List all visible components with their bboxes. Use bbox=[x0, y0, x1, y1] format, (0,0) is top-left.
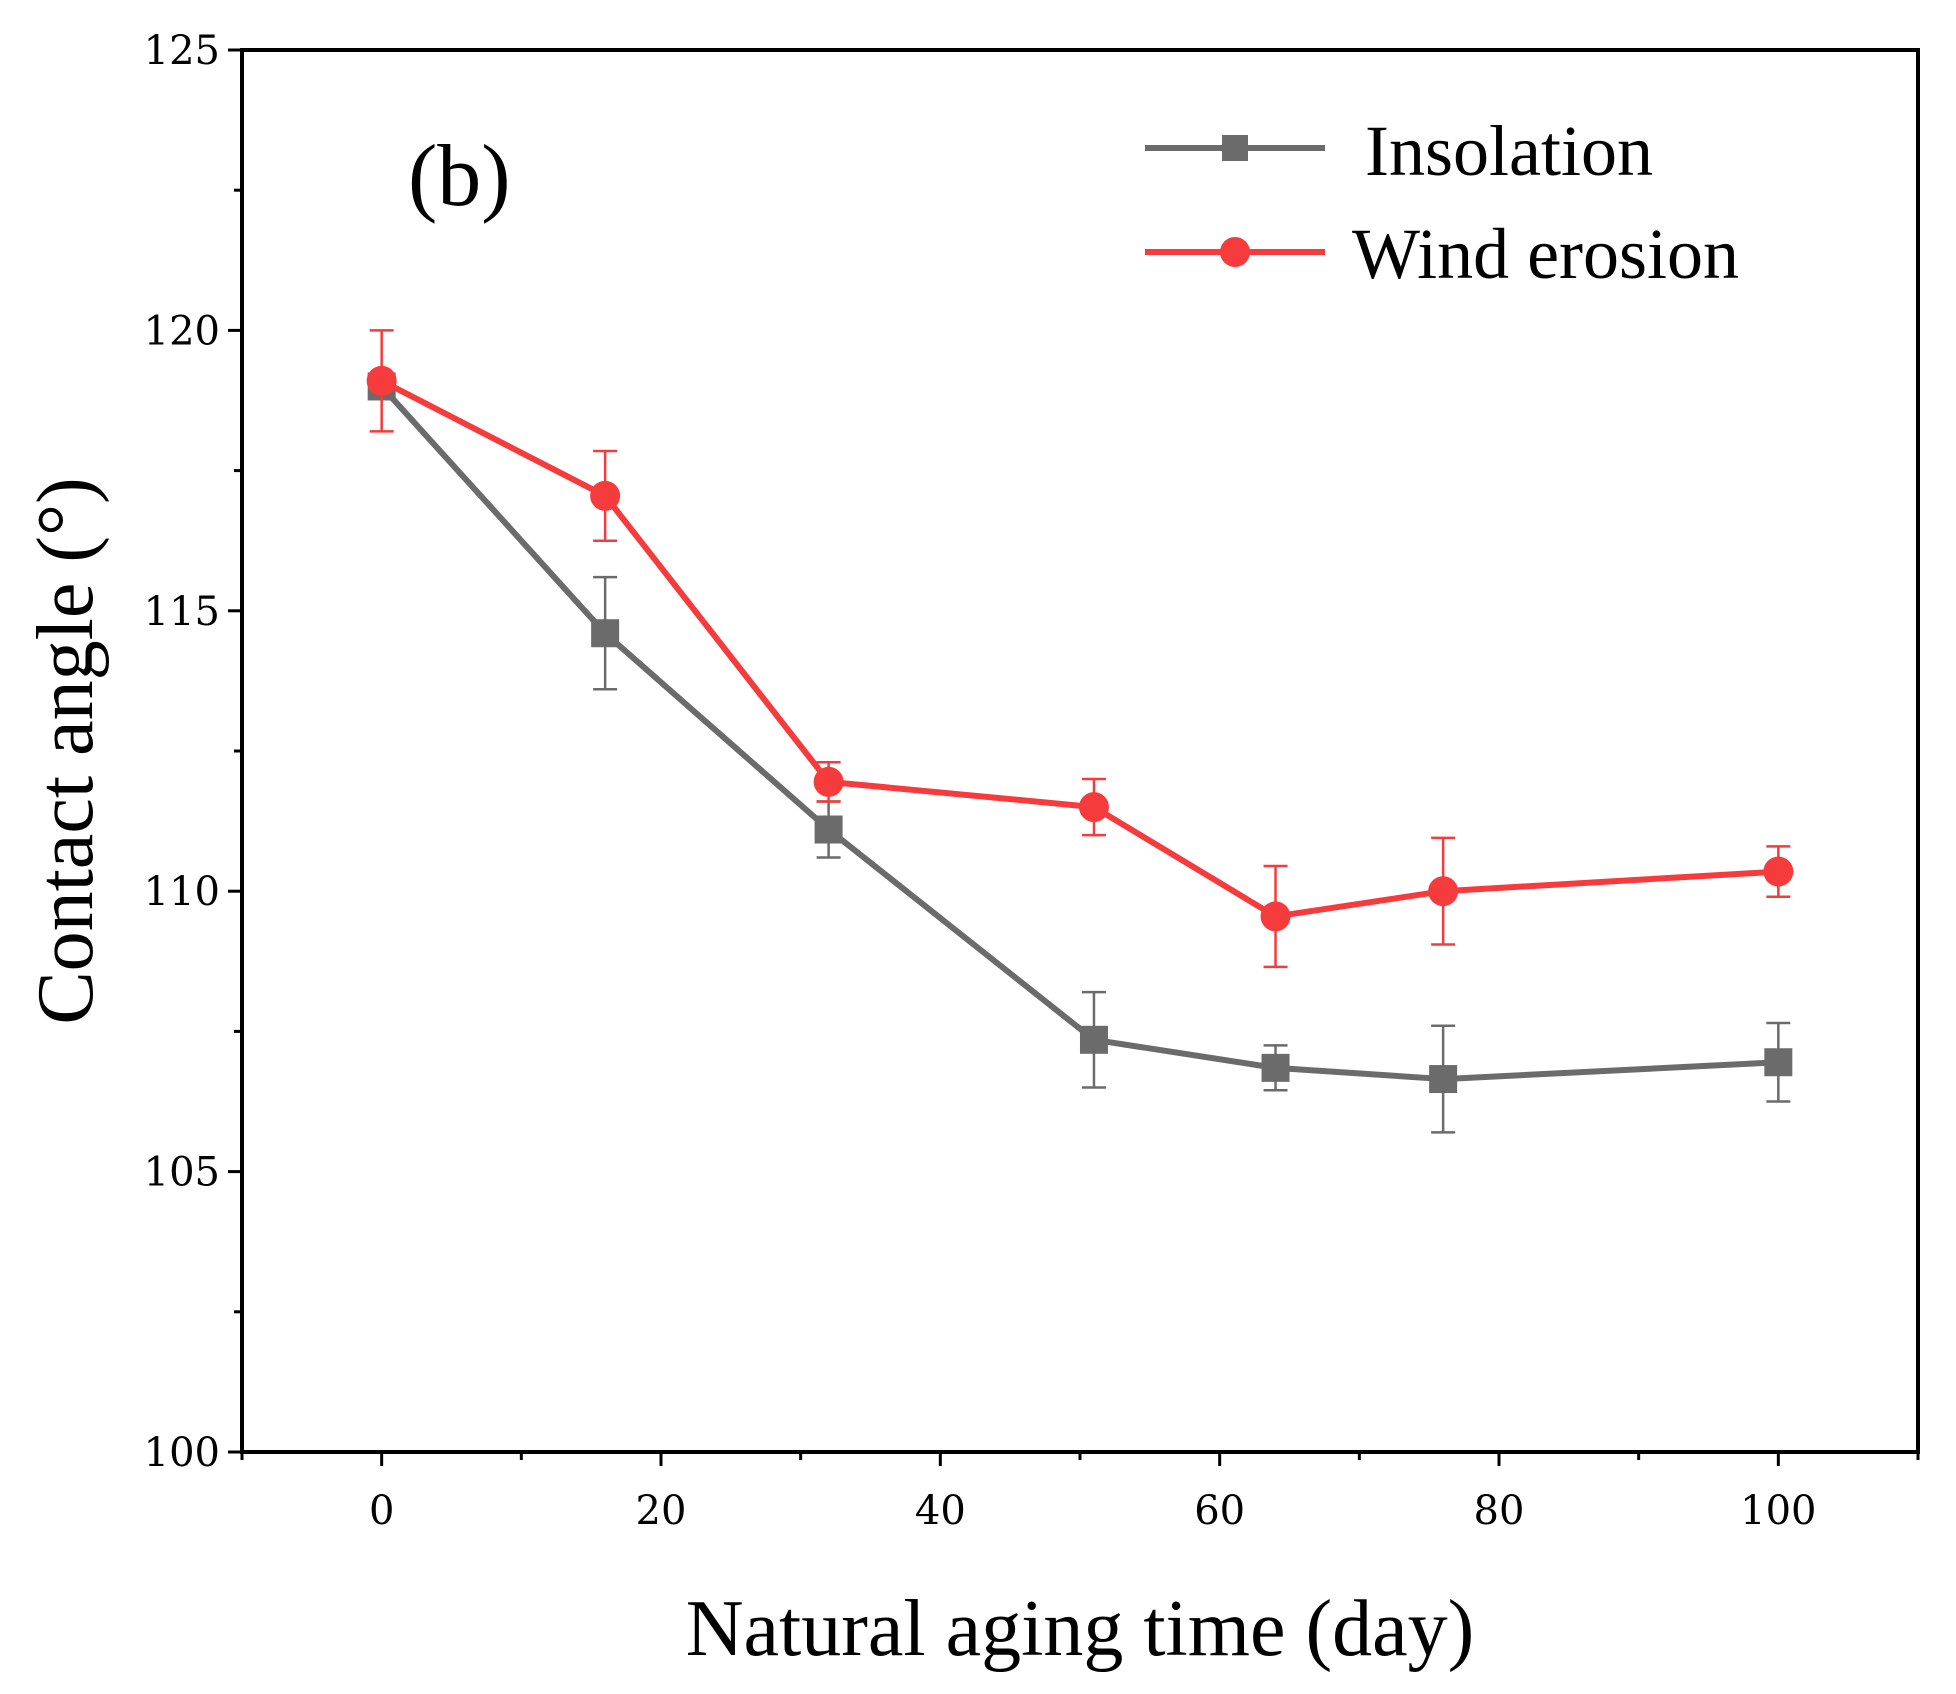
x-tick-label: 40 bbox=[915, 1488, 966, 1534]
legend: Insolation Wind erosion bbox=[1145, 111, 1739, 294]
data-point-wind-erosion bbox=[1078, 792, 1109, 823]
y-tick-label: 125 bbox=[144, 28, 220, 74]
data-point-insolation bbox=[1261, 1053, 1290, 1082]
x-axis-ticks: 0 20 40 60 80 100 bbox=[240, 1452, 1920, 1534]
y-tick-label: 105 bbox=[144, 1150, 220, 1196]
series-layer bbox=[366, 329, 1794, 1134]
legend-label-insolation: Insolation bbox=[1365, 111, 1653, 191]
data-point-insolation bbox=[1764, 1048, 1793, 1077]
data-point-insolation bbox=[591, 619, 620, 648]
panel-label: (b) bbox=[408, 128, 511, 225]
x-tick-label: 0 bbox=[369, 1488, 394, 1534]
y-tick-label: 100 bbox=[144, 1430, 220, 1476]
data-point-insolation bbox=[1429, 1065, 1458, 1094]
data-point-wind-erosion bbox=[590, 480, 621, 511]
x-tick-label: 100 bbox=[1740, 1488, 1816, 1534]
data-point-wind-erosion bbox=[1428, 876, 1459, 907]
data-point-insolation bbox=[1079, 1025, 1108, 1054]
data-point-wind-erosion bbox=[1763, 856, 1794, 887]
x-axis-title: Natural aging time (day) bbox=[686, 1585, 1475, 1673]
y-tick-label: 110 bbox=[144, 869, 220, 915]
y-tick-label: 120 bbox=[144, 308, 220, 354]
legend-marker-insolation bbox=[1222, 135, 1248, 161]
x-tick-label: 60 bbox=[1194, 1488, 1245, 1534]
data-point-wind-erosion bbox=[813, 766, 844, 797]
data-point-wind-erosion bbox=[1260, 901, 1291, 932]
x-tick-label: 80 bbox=[1474, 1488, 1525, 1534]
y-axis-ticks: 100 105 110 115 120 125 bbox=[144, 28, 242, 1476]
data-point-wind-erosion bbox=[366, 365, 397, 396]
x-tick-label: 20 bbox=[636, 1488, 687, 1534]
y-tick-label: 115 bbox=[144, 589, 220, 635]
legend-label-wind-erosion: Wind erosion bbox=[1352, 214, 1739, 294]
data-point-insolation bbox=[814, 815, 843, 844]
y-axis-title: Contact angle (°) bbox=[22, 477, 110, 1024]
series-wind-erosion bbox=[366, 329, 1794, 969]
legend-marker-wind-erosion bbox=[1220, 237, 1250, 267]
